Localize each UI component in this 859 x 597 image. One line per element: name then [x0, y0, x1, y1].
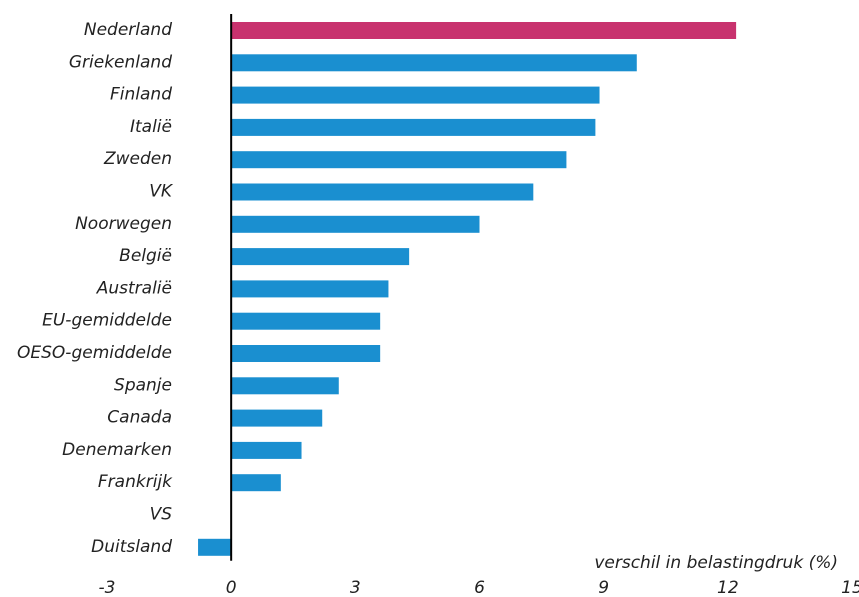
x-tick-label: 6 [474, 578, 485, 597]
y-tick-label: Spanje [114, 375, 172, 395]
y-tick-label: Finland [110, 85, 172, 105]
bar [231, 377, 339, 395]
bar [231, 474, 281, 492]
bar [231, 151, 567, 169]
bar [231, 215, 480, 233]
y-tick-label: OESO-gemiddelde [17, 343, 172, 363]
y-tick-label: Frankrijk [98, 472, 173, 492]
bar [231, 118, 596, 136]
bar [231, 345, 381, 362]
y-tick-label: EU-gemiddelde [42, 311, 172, 331]
y-tick-label: Noorwegen [75, 214, 172, 234]
x-tick-label: 3 [350, 578, 361, 597]
bar [231, 409, 323, 427]
bar [231, 441, 302, 459]
bar [231, 280, 389, 298]
y-tick-label: VS [150, 505, 173, 525]
x-tick-label: 12 [717, 578, 739, 597]
x-axis-label: verschil in belastingdruk (%) [594, 553, 838, 573]
y-tick-label: Zweden [103, 149, 172, 169]
x-tick-label: 15 [841, 578, 859, 597]
bar [231, 86, 600, 104]
bar [231, 248, 410, 266]
bar [231, 22, 737, 39]
bar [198, 538, 232, 556]
y-tick-label: Duitsland [91, 537, 172, 557]
y-tick-label: Griekenland [69, 52, 172, 72]
bar [231, 312, 381, 330]
y-tick-label: Nederland [84, 20, 172, 40]
x-tick-label: -3 [99, 578, 116, 597]
y-tick-label: Canada [107, 408, 172, 428]
x-tick-label: 0 [226, 578, 237, 597]
x-tick-label: 9 [598, 578, 609, 597]
bar [231, 183, 534, 201]
y-tick-label: Australië [96, 278, 172, 298]
y-tick-label: VK [149, 182, 174, 202]
bar [231, 54, 637, 72]
y-tick-label: Italië [130, 117, 172, 137]
y-tick-label: België [119, 246, 172, 266]
y-tick-label: Denemarken [62, 440, 172, 460]
